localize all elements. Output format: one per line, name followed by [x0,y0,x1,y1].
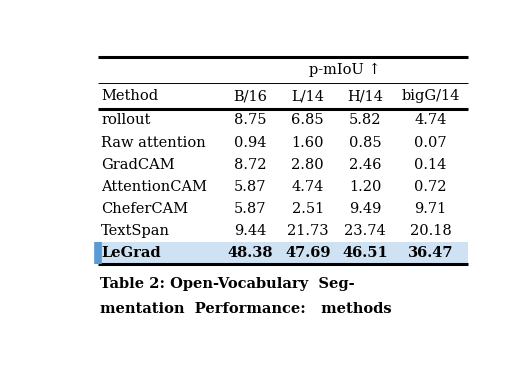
Text: L/14: L/14 [291,89,324,103]
Text: 0.14: 0.14 [414,158,447,172]
Text: 9.71: 9.71 [414,202,446,216]
Text: mentation  Performance:   methods: mentation Performance: methods [100,302,391,316]
Text: 47.69: 47.69 [285,246,331,260]
Text: 0.72: 0.72 [414,180,447,194]
Text: LeGrad: LeGrad [101,246,161,260]
Text: Method: Method [101,89,158,103]
Text: bigG/14: bigG/14 [401,89,460,103]
Text: 0.94: 0.94 [234,136,267,150]
Text: 2.80: 2.80 [291,158,324,172]
Text: 5.82: 5.82 [349,113,381,127]
Text: CheferCAM: CheferCAM [101,202,188,216]
Text: 36.47: 36.47 [408,246,453,260]
Text: 0.07: 0.07 [414,136,447,150]
Text: 8.75: 8.75 [234,113,267,127]
Text: 8.72: 8.72 [234,158,267,172]
Text: 48.38: 48.38 [227,246,273,260]
Text: rollout: rollout [101,113,150,127]
Text: 23.74: 23.74 [344,224,386,238]
Text: Table 2: Open-Vocabulary  Seg-: Table 2: Open-Vocabulary Seg- [100,277,355,291]
Text: 5.87: 5.87 [234,180,267,194]
Text: 20.18: 20.18 [410,224,452,238]
Text: 46.51: 46.51 [342,246,388,260]
Text: 1.20: 1.20 [349,180,381,194]
Text: GradCAM: GradCAM [101,158,175,172]
Text: 1.60: 1.60 [291,136,324,150]
Text: B/16: B/16 [233,89,267,103]
Text: 21.73: 21.73 [287,224,329,238]
Text: TextSpan: TextSpan [101,224,170,238]
Text: 6.85: 6.85 [291,113,324,127]
Text: AttentionCAM: AttentionCAM [101,180,207,194]
Text: 5.87: 5.87 [234,202,267,216]
Bar [98,242,467,264]
Text: Raw attention: Raw attention [101,136,206,150]
Text: 2.46: 2.46 [349,158,381,172]
Text: 9.49: 9.49 [349,202,381,216]
Text: 4.74: 4.74 [291,180,324,194]
Text: p-mIoU ↑: p-mIoU ↑ [309,63,380,77]
Text: 0.85: 0.85 [348,136,381,150]
Text: 9.44: 9.44 [234,224,267,238]
Text: 4.74: 4.74 [414,113,447,127]
Text: H/14: H/14 [347,89,383,103]
Text: 2.51: 2.51 [291,202,324,216]
